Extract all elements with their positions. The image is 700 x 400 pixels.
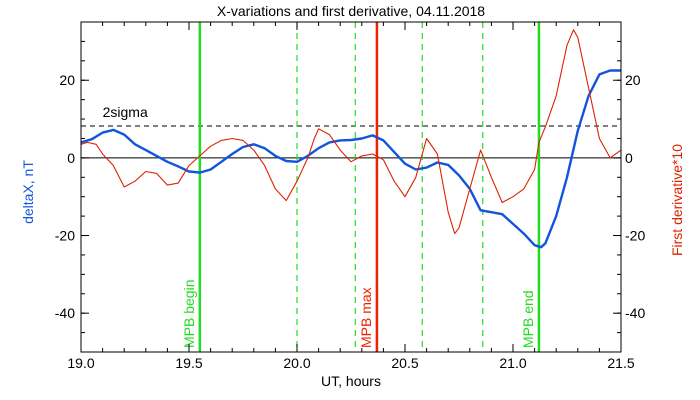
x-axis-label: UT, hours bbox=[321, 373, 381, 389]
y-tick-label: -20 bbox=[55, 228, 75, 244]
y-axis-label: deltaX, nT bbox=[20, 160, 36, 224]
y2-tick-label: 0 bbox=[625, 150, 633, 166]
series-line-deltax bbox=[80, 69, 621, 249]
x-tick-label: 21.0 bbox=[499, 355, 526, 371]
y2-axis-label: First derivative*10 bbox=[669, 144, 685, 256]
chart-title: X-variations and first derivative, 04.11… bbox=[217, 3, 485, 19]
y-tick-label: 20 bbox=[59, 72, 75, 88]
x-tick-label: 19.5 bbox=[175, 355, 202, 371]
series-line-derivative bbox=[80, 29, 622, 235]
x-tick-label: 20.0 bbox=[283, 355, 310, 371]
y-tick-label: -40 bbox=[55, 305, 75, 321]
marker-label: MPB begin bbox=[181, 280, 197, 348]
y-tick-label: 0 bbox=[67, 150, 75, 166]
marker-label: MPB max bbox=[358, 287, 374, 348]
y2-tick-label: -20 bbox=[625, 228, 645, 244]
x-tick-label: 21.5 bbox=[607, 355, 634, 371]
y2-tick-label: 20 bbox=[625, 72, 641, 88]
annotation-label: 2sigma bbox=[103, 104, 148, 120]
plot-frame bbox=[80, 21, 622, 353]
y2-tick-label: -40 bbox=[625, 305, 645, 321]
x-tick-label: 19.0 bbox=[67, 355, 94, 371]
marker-label: MPB end bbox=[520, 290, 536, 348]
plot-area: MPB begin MPB max MPB end 2sigma bbox=[80, 22, 622, 352]
axes: 19.0 19.5 20.0 20.5 21.0 21.5 -40 -20 0 20 -40 -20 0… bbox=[55, 21, 645, 371]
x-tick-label: 20.5 bbox=[391, 355, 418, 371]
